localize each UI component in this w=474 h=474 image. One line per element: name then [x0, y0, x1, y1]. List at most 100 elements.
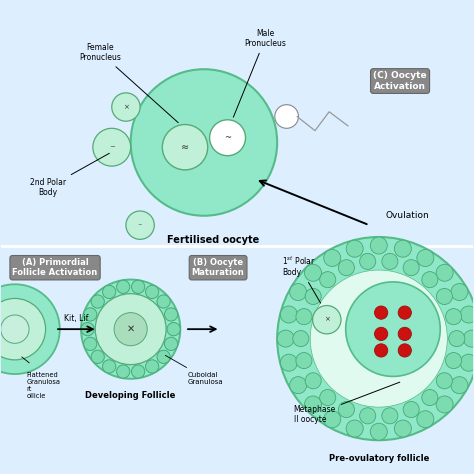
Circle shape	[394, 420, 411, 437]
Circle shape	[374, 306, 388, 319]
Circle shape	[403, 260, 419, 276]
Circle shape	[117, 280, 130, 293]
Circle shape	[81, 280, 180, 379]
Circle shape	[126, 211, 155, 239]
Circle shape	[417, 249, 434, 266]
Circle shape	[346, 282, 440, 376]
Circle shape	[304, 396, 321, 413]
Circle shape	[280, 354, 297, 371]
Circle shape	[290, 377, 307, 394]
Text: 1$^{st}$ Polar
Body: 1$^{st}$ Polar Body	[282, 255, 321, 303]
Circle shape	[293, 330, 309, 346]
Circle shape	[280, 306, 297, 323]
Circle shape	[102, 285, 116, 299]
Circle shape	[157, 350, 170, 364]
Circle shape	[370, 237, 387, 254]
Circle shape	[164, 337, 178, 350]
Circle shape	[374, 344, 388, 357]
Circle shape	[370, 423, 387, 440]
Text: ×: ×	[123, 104, 129, 110]
Circle shape	[382, 408, 398, 424]
Text: Male
Pronucleus: Male Pronucleus	[233, 28, 286, 117]
Text: Metaphase
II oocyte: Metaphase II oocyte	[294, 382, 400, 424]
Text: 2nd Polar
Body: 2nd Polar Body	[30, 153, 109, 197]
Circle shape	[437, 373, 452, 389]
Circle shape	[277, 237, 474, 440]
Circle shape	[446, 353, 462, 369]
Circle shape	[0, 284, 60, 374]
Circle shape	[346, 240, 363, 257]
Circle shape	[102, 360, 116, 373]
Circle shape	[131, 280, 145, 293]
Circle shape	[117, 365, 130, 378]
Circle shape	[417, 411, 434, 428]
Circle shape	[290, 283, 307, 301]
Circle shape	[277, 330, 294, 347]
Circle shape	[164, 308, 178, 321]
Text: ~: ~	[109, 144, 115, 150]
Circle shape	[296, 309, 312, 325]
Circle shape	[305, 373, 321, 389]
Circle shape	[338, 260, 355, 276]
Circle shape	[167, 322, 180, 336]
Circle shape	[304, 264, 321, 281]
Circle shape	[398, 306, 411, 319]
Circle shape	[112, 93, 140, 121]
Circle shape	[324, 249, 341, 266]
Text: Kit, Lif: Kit, Lif	[64, 314, 89, 323]
Circle shape	[313, 306, 341, 334]
Circle shape	[83, 337, 97, 350]
Circle shape	[422, 272, 438, 288]
Text: Female
Pronucleus: Female Pronucleus	[79, 43, 178, 123]
Circle shape	[296, 353, 312, 369]
Text: ✕: ✕	[127, 324, 135, 334]
Circle shape	[436, 396, 453, 413]
Circle shape	[210, 120, 246, 156]
Circle shape	[346, 420, 363, 437]
Circle shape	[131, 365, 145, 378]
Circle shape	[310, 270, 447, 407]
Circle shape	[157, 295, 170, 308]
Circle shape	[146, 360, 159, 373]
Circle shape	[394, 240, 411, 257]
Circle shape	[449, 330, 465, 346]
Text: (C) Oocyte
Activation: (C) Oocyte Activation	[373, 72, 427, 91]
Circle shape	[437, 288, 452, 304]
Circle shape	[91, 295, 104, 308]
Circle shape	[93, 128, 131, 166]
Text: (A) Primordial
Follicle Activation: (A) Primordial Follicle Activation	[12, 258, 98, 277]
Circle shape	[0, 299, 46, 360]
Circle shape	[422, 390, 438, 406]
Circle shape	[319, 272, 336, 288]
Circle shape	[398, 327, 411, 340]
Text: (B) Oocyte
Maturation: (B) Oocyte Maturation	[191, 258, 245, 277]
Text: Flattened
Granulosa
rt
ollicle: Flattened Granulosa rt ollicle	[27, 372, 61, 399]
Circle shape	[451, 377, 468, 394]
Circle shape	[131, 69, 277, 216]
Text: ×: ×	[324, 317, 330, 323]
Circle shape	[0, 315, 29, 343]
Circle shape	[83, 308, 97, 321]
Circle shape	[360, 254, 376, 269]
Circle shape	[305, 288, 321, 304]
Circle shape	[324, 411, 341, 428]
Text: ≈: ≈	[181, 142, 189, 152]
Circle shape	[81, 322, 94, 336]
Text: Cuboidal
Granulosa: Cuboidal Granulosa	[165, 356, 223, 385]
Text: Pre-ovulatory follicle: Pre-ovulatory follicle	[328, 455, 429, 464]
Text: Ovulation: Ovulation	[386, 211, 429, 220]
Circle shape	[446, 309, 462, 325]
Circle shape	[319, 390, 336, 406]
Text: ~: ~	[224, 133, 231, 142]
Text: Fertilised oocyte: Fertilised oocyte	[167, 235, 259, 245]
Circle shape	[146, 285, 159, 299]
Circle shape	[162, 125, 208, 170]
Circle shape	[464, 330, 474, 347]
Circle shape	[338, 401, 355, 418]
Circle shape	[451, 283, 468, 301]
Circle shape	[436, 264, 453, 281]
Circle shape	[460, 306, 474, 323]
Circle shape	[403, 401, 419, 418]
Circle shape	[360, 408, 376, 424]
Circle shape	[114, 313, 147, 346]
